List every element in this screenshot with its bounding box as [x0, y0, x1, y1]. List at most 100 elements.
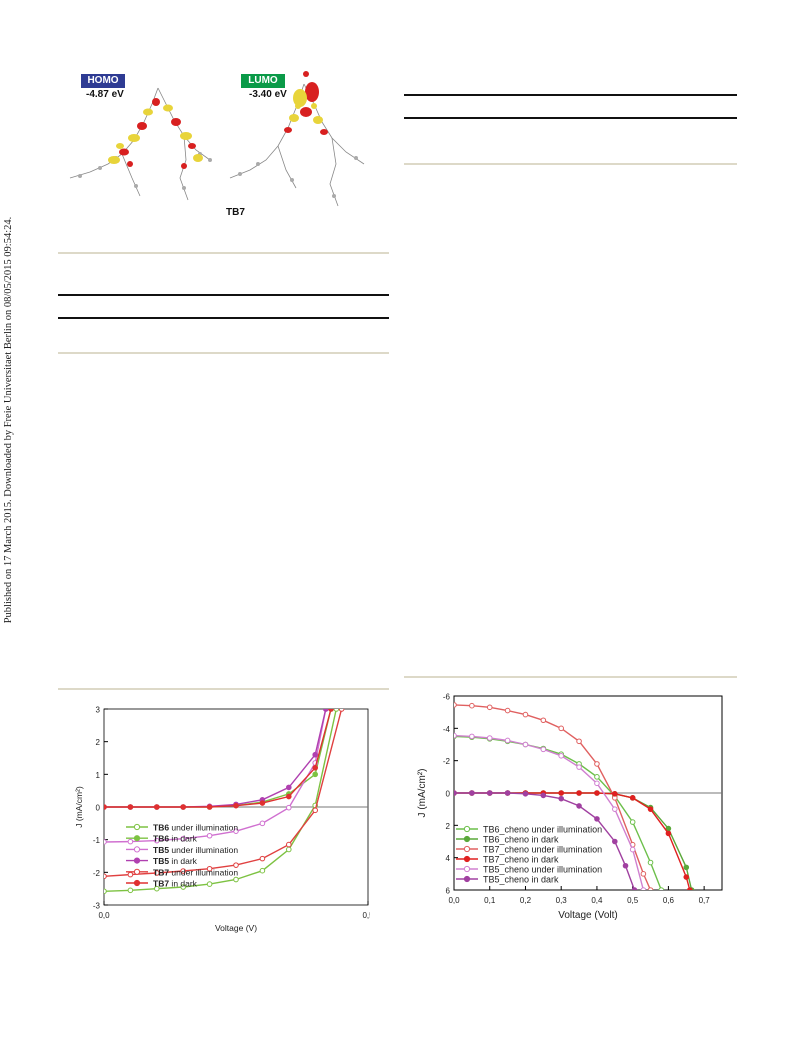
data-point — [180, 804, 186, 810]
x-tick-label: 0,2 — [520, 896, 532, 905]
legend-label-rest: in dark — [169, 856, 198, 866]
x-tick-label: 0,0 — [448, 896, 460, 905]
data-point — [286, 841, 292, 848]
legend-marker — [133, 857, 141, 864]
data-point — [206, 881, 213, 887]
download-notice: Published on 17 March 2015. Downloaded b… — [3, 216, 14, 624]
data-point — [540, 717, 547, 724]
x-tick-label: 0,1 — [484, 896, 496, 905]
series-line — [104, 709, 332, 808]
data-point — [594, 774, 600, 780]
series-line — [454, 792, 636, 890]
data-point — [486, 704, 493, 711]
legend-label-rest: under illumination — [169, 867, 238, 877]
orbital-render — [69, 71, 365, 207]
data-point — [259, 867, 266, 874]
y-tick-label: 1 — [96, 771, 101, 780]
data-point — [454, 732, 457, 739]
data-point — [612, 838, 618, 845]
data-point — [622, 862, 629, 869]
data-point — [647, 806, 654, 812]
data-point — [640, 887, 647, 890]
y-axis-label: J (mA/cm²) — [74, 786, 84, 828]
data-point — [286, 846, 292, 853]
data-point — [154, 870, 160, 876]
data-point — [469, 790, 475, 796]
legend-label: TB5 in dark — [153, 856, 198, 866]
figure-rule-right — [404, 676, 737, 678]
data-point — [127, 887, 134, 894]
data-point — [206, 832, 213, 839]
x-tick-label: 0,6 — [663, 896, 675, 905]
data-point — [486, 735, 493, 741]
legend-marker — [133, 846, 141, 853]
y-tick-label: 0 — [446, 790, 451, 799]
homo-badge: HOMO — [81, 74, 125, 88]
y-tick-label: -2 — [443, 757, 451, 766]
data-point — [338, 709, 345, 712]
series-line — [104, 709, 337, 892]
data-point — [522, 791, 529, 797]
data-point — [286, 804, 292, 811]
table-rule — [58, 294, 389, 296]
y-tick-label: -4 — [443, 725, 451, 734]
data-point — [312, 751, 318, 758]
table-rule-top — [58, 252, 389, 254]
y-tick-label: 0 — [96, 804, 101, 813]
data-point — [154, 837, 160, 844]
data-point — [640, 871, 647, 877]
data-point — [104, 873, 107, 880]
data-point — [612, 806, 618, 812]
legend-label: TB7_cheno in dark — [483, 855, 559, 865]
y-tick-label: 3 — [96, 706, 101, 715]
data-point — [629, 795, 636, 801]
x-tick-label: 0,3 — [556, 896, 568, 905]
data-point — [104, 839, 107, 845]
data-point — [259, 800, 266, 806]
data-point — [286, 784, 292, 791]
x-axis-label: Voltage (V) — [215, 923, 257, 933]
y-tick-label: 2 — [96, 738, 101, 747]
data-point — [687, 887, 693, 890]
data-point — [127, 838, 134, 845]
data-point — [286, 793, 292, 800]
data-point — [233, 828, 239, 834]
legend-marker — [463, 845, 471, 853]
data-point — [540, 792, 547, 799]
data-point — [454, 790, 457, 796]
series-line — [454, 734, 645, 890]
data-point — [312, 807, 318, 814]
data-point — [312, 771, 318, 778]
data-point — [104, 804, 107, 810]
data-point — [469, 702, 475, 709]
legend-label: TB5_cheno in dark — [483, 875, 559, 885]
molecule-label: TB7 — [226, 207, 245, 218]
x-tick-label: 0,4 — [591, 896, 603, 905]
figure-rule-left — [58, 688, 389, 690]
data-point — [454, 702, 457, 708]
data-point — [233, 876, 239, 883]
y-tick-label: -1 — [93, 836, 101, 845]
data-point — [312, 765, 318, 771]
data-point — [504, 707, 511, 714]
data-point — [647, 887, 654, 890]
legend-label-bold: TB7 — [153, 879, 169, 889]
y-tick-label: 6 — [446, 887, 451, 896]
lumo-badge: LUMO — [241, 74, 285, 88]
data-point — [333, 709, 340, 712]
data-point — [594, 816, 600, 822]
legend-marker — [463, 855, 471, 863]
y-tick-label: -2 — [93, 869, 101, 878]
legend-label-rest: under illumination — [169, 823, 238, 833]
table-rule — [404, 94, 737, 96]
legend-label-bold: TB6 — [153, 823, 169, 833]
homo-energy: -4.87 eV — [86, 89, 124, 100]
y-tick-label: 4 — [446, 854, 451, 863]
legend-label: TB6_cheno in dark — [483, 835, 559, 845]
data-point — [322, 709, 329, 712]
series-line — [104, 709, 332, 808]
data-point — [206, 804, 213, 810]
data-point — [594, 780, 600, 787]
legend-marker — [133, 823, 141, 831]
legend-label: TB6_cheno under illumination — [483, 825, 602, 835]
